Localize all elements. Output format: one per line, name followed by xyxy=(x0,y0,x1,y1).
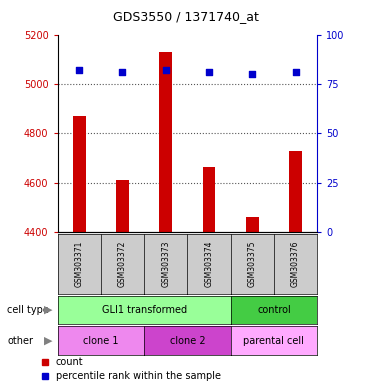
Text: cell type: cell type xyxy=(7,305,49,315)
Text: GSM303372: GSM303372 xyxy=(118,241,127,287)
Bar xyxy=(246,217,259,232)
Text: parental cell: parental cell xyxy=(243,336,304,346)
Text: other: other xyxy=(7,336,33,346)
Point xyxy=(293,69,299,75)
Point xyxy=(249,71,255,77)
Bar xyxy=(159,52,172,232)
Text: clone 2: clone 2 xyxy=(170,336,205,346)
Text: GSM303375: GSM303375 xyxy=(248,241,257,287)
Text: clone 1: clone 1 xyxy=(83,336,119,346)
Text: ▶: ▶ xyxy=(44,305,52,315)
Text: GSM303371: GSM303371 xyxy=(75,241,83,287)
Bar xyxy=(203,167,216,232)
Point xyxy=(119,69,125,75)
Text: GDS3550 / 1371740_at: GDS3550 / 1371740_at xyxy=(112,10,259,23)
Point xyxy=(206,69,212,75)
Text: GLI1 transformed: GLI1 transformed xyxy=(102,305,187,315)
Text: percentile rank within the sample: percentile rank within the sample xyxy=(56,371,221,381)
Bar xyxy=(289,151,302,232)
Text: control: control xyxy=(257,305,291,315)
Text: GSM303376: GSM303376 xyxy=(291,241,300,287)
Point xyxy=(163,67,169,73)
Text: ▶: ▶ xyxy=(44,336,52,346)
Bar xyxy=(116,180,129,232)
Text: GSM303374: GSM303374 xyxy=(204,241,213,287)
Point xyxy=(76,67,82,73)
Text: count: count xyxy=(56,358,83,367)
Text: GSM303373: GSM303373 xyxy=(161,241,170,287)
Bar xyxy=(73,116,86,232)
